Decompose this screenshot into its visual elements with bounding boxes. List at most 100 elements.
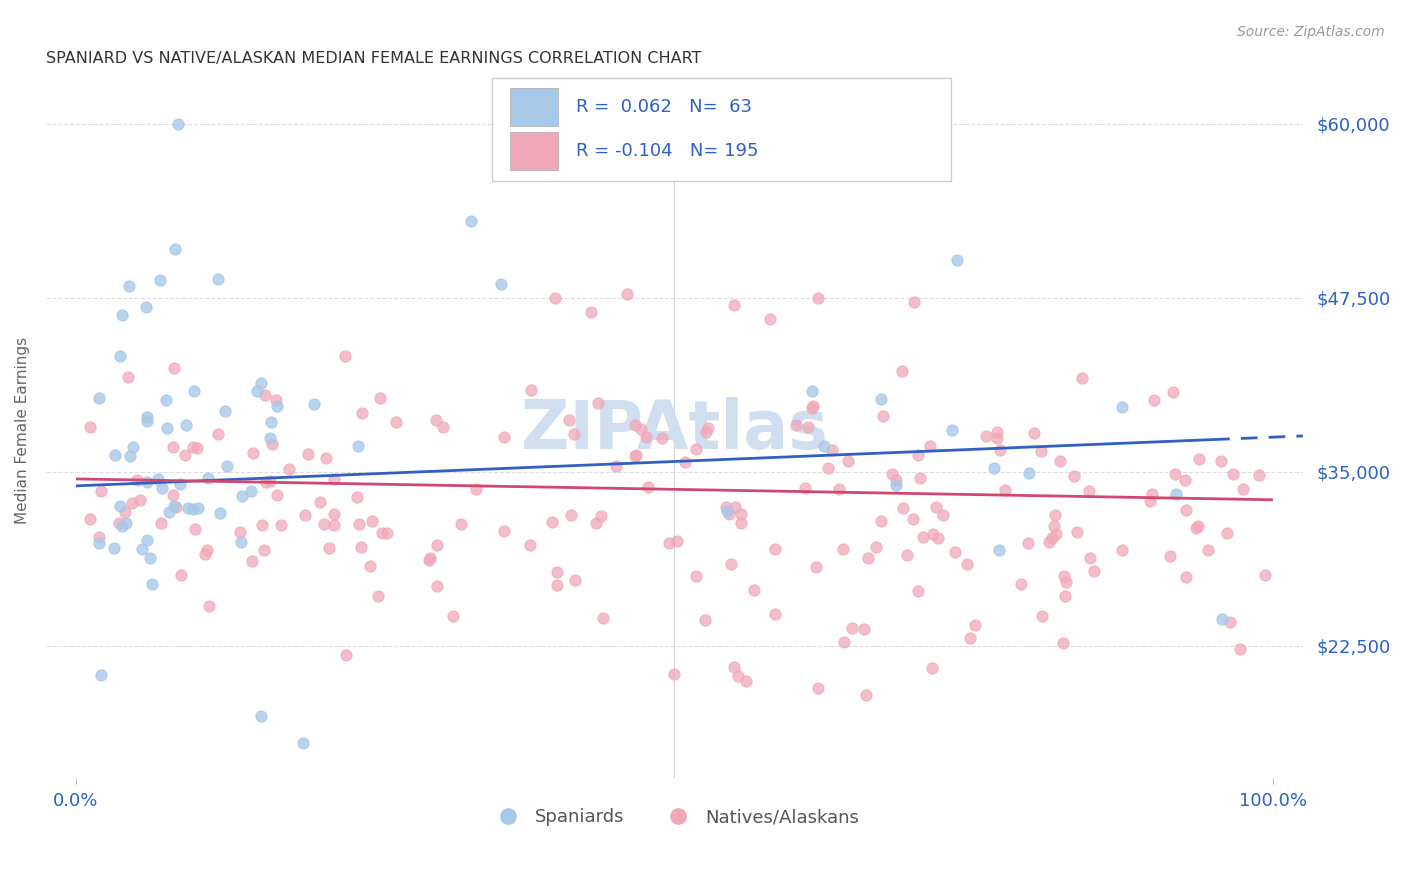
- Natives/Alaskans: [1066, 524, 1088, 539]
- Natives/Alaskans: [335, 648, 357, 663]
- Natives/Alaskans: [882, 467, 904, 481]
- Natives/Alaskans: [264, 392, 287, 407]
- FancyBboxPatch shape: [492, 78, 950, 181]
- Natives/Alaskans: [375, 525, 398, 540]
- Natives/Alaskans: [1054, 575, 1077, 590]
- Natives/Alaskans: [903, 295, 925, 310]
- Spaniards: [870, 392, 893, 406]
- Natives/Alaskans: [312, 516, 335, 531]
- Natives/Alaskans: [1254, 568, 1277, 582]
- Spaniards: [150, 482, 173, 496]
- Natives/Alaskans: [368, 391, 391, 405]
- Natives/Alaskans: [696, 421, 718, 435]
- Natives/Alaskans: [1187, 519, 1209, 533]
- Natives/Alaskans: [717, 507, 740, 521]
- Natives/Alaskans: [797, 419, 820, 434]
- Spaniards: [988, 542, 1011, 557]
- Natives/Alaskans: [546, 578, 568, 592]
- Natives/Alaskans: [870, 514, 893, 528]
- Natives/Alaskans: [162, 440, 184, 454]
- Spaniards: [174, 417, 197, 432]
- Spaniards: [169, 476, 191, 491]
- Text: R =  0.062   N=  63: R = 0.062 N= 63: [576, 98, 752, 116]
- Natives/Alaskans: [323, 507, 346, 521]
- Natives/Alaskans: [1045, 508, 1067, 523]
- Spaniards: [135, 410, 157, 425]
- Natives/Alaskans: [665, 533, 688, 548]
- Natives/Alaskans: [117, 370, 139, 384]
- Natives/Alaskans: [1232, 483, 1254, 497]
- Natives/Alaskans: [807, 681, 830, 695]
- Natives/Alaskans: [624, 449, 647, 463]
- Natives/Alaskans: [519, 538, 541, 552]
- Natives/Alaskans: [270, 517, 292, 532]
- Natives/Alaskans: [759, 311, 782, 326]
- Natives/Alaskans: [1164, 467, 1187, 481]
- Natives/Alaskans: [720, 558, 742, 572]
- Natives/Alaskans: [562, 427, 585, 442]
- Natives/Alaskans: [658, 536, 681, 550]
- Spaniards: [90, 668, 112, 682]
- Natives/Alaskans: [207, 427, 229, 442]
- Natives/Alaskans: [630, 422, 652, 436]
- Spaniards: [120, 449, 142, 463]
- Natives/Alaskans: [695, 425, 717, 440]
- Natives/Alaskans: [194, 547, 217, 561]
- Natives/Alaskans: [1216, 525, 1239, 540]
- Natives/Alaskans: [294, 508, 316, 523]
- Natives/Alaskans: [186, 441, 208, 455]
- Spaniards: [163, 242, 186, 256]
- Natives/Alaskans: [87, 530, 110, 544]
- Natives/Alaskans: [1053, 589, 1076, 603]
- Natives/Alaskans: [79, 512, 101, 526]
- Natives/Alaskans: [910, 471, 932, 485]
- Natives/Alaskans: [350, 406, 373, 420]
- Natives/Alaskans: [579, 305, 602, 319]
- Spaniards: [489, 277, 512, 291]
- Natives/Alaskans: [918, 439, 941, 453]
- Text: R = -0.104   N= 195: R = -0.104 N= 195: [576, 142, 759, 160]
- Natives/Alaskans: [959, 632, 981, 646]
- Natives/Alaskans: [322, 517, 344, 532]
- Natives/Alaskans: [432, 420, 454, 434]
- Spaniards: [89, 536, 111, 550]
- Spaniards: [214, 403, 236, 417]
- Text: SPANIARD VS NATIVE/ALASKAN MEDIAN FEMALE EARNINGS CORRELATION CHART: SPANIARD VS NATIVE/ALASKAN MEDIAN FEMALE…: [46, 51, 702, 66]
- Natives/Alaskans: [1174, 473, 1197, 487]
- Natives/Alaskans: [932, 508, 955, 523]
- Natives/Alaskans: [1219, 615, 1241, 629]
- Spaniards: [183, 384, 205, 399]
- Natives/Alaskans: [564, 574, 586, 588]
- Spaniards: [716, 504, 738, 518]
- Natives/Alaskans: [163, 360, 186, 375]
- Natives/Alaskans: [1053, 568, 1076, 582]
- Natives/Alaskans: [817, 460, 839, 475]
- Natives/Alaskans: [252, 518, 274, 533]
- Spaniards: [240, 484, 263, 499]
- Y-axis label: Median Female Earnings: Median Female Earnings: [15, 336, 30, 524]
- Natives/Alaskans: [558, 413, 581, 427]
- Natives/Alaskans: [181, 440, 204, 454]
- Natives/Alaskans: [1175, 570, 1198, 584]
- Natives/Alaskans: [827, 482, 849, 496]
- Spaniards: [249, 376, 271, 391]
- Natives/Alaskans: [730, 507, 752, 521]
- Natives/Alaskans: [794, 481, 817, 495]
- Natives/Alaskans: [541, 515, 564, 529]
- Natives/Alaskans: [546, 565, 568, 579]
- Spaniards: [346, 439, 368, 453]
- Spaniards: [108, 499, 131, 513]
- Natives/Alaskans: [806, 560, 828, 574]
- Natives/Alaskans: [129, 492, 152, 507]
- Natives/Alaskans: [253, 543, 276, 558]
- Natives/Alaskans: [891, 500, 914, 515]
- Spaniards: [122, 440, 145, 454]
- Natives/Alaskans: [1222, 467, 1244, 482]
- Natives/Alaskans: [907, 583, 929, 598]
- Spaniards: [259, 431, 281, 445]
- Natives/Alaskans: [956, 557, 979, 571]
- Text: ZIPAtlas: ZIPAtlas: [522, 397, 828, 463]
- Natives/Alaskans: [1017, 535, 1039, 549]
- Spaniards: [1111, 401, 1133, 415]
- Spaniards: [111, 308, 134, 322]
